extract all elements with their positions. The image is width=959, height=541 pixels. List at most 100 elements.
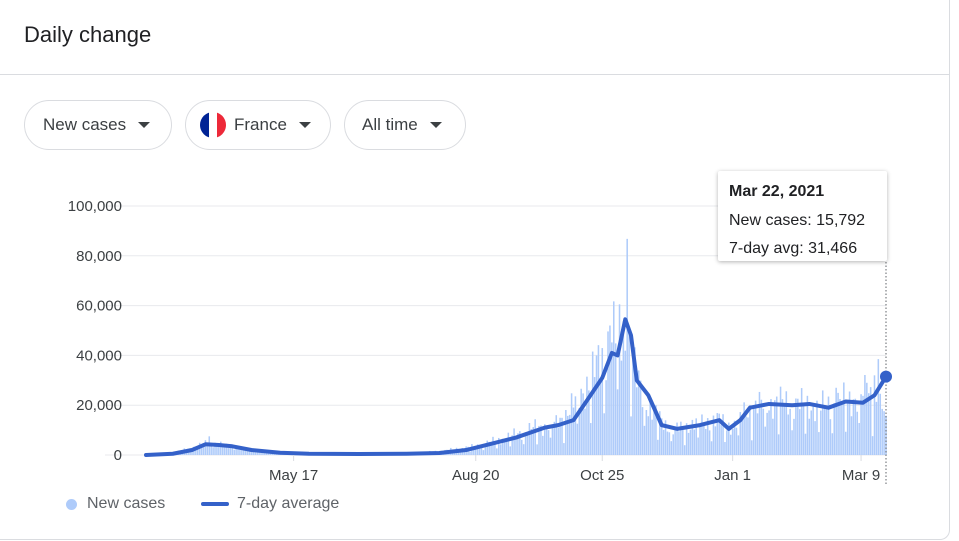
new-cases-bar [632, 360, 634, 455]
country-dropdown[interactable]: France [185, 100, 331, 150]
new-cases-bar [507, 432, 510, 455]
new-cases-bar [611, 342, 613, 455]
new-cases-bar [609, 325, 611, 455]
flag-stripe-red [217, 112, 226, 138]
new-cases-bar [758, 391, 761, 455]
new-cases-bar [241, 446, 243, 455]
new-cases-bar [549, 437, 552, 455]
new-cases-bar [478, 448, 481, 455]
new-cases-bar [463, 449, 466, 455]
new-cases-bar [614, 343, 617, 455]
new-cases-bar [731, 429, 734, 455]
new-cases-bar [680, 421, 682, 455]
new-cases-bar [501, 438, 504, 455]
new-cases-bar [597, 345, 600, 455]
header-divider [0, 74, 950, 75]
new-cases-bar [852, 399, 855, 455]
new-cases-bar [743, 402, 745, 455]
new-cases-bar [877, 359, 880, 455]
new-cases-bar [266, 452, 268, 455]
new-cases-bar [553, 421, 556, 455]
new-cases-bar [871, 436, 874, 455]
new-cases-bar [225, 443, 228, 455]
time-range-dropdown-label: All time [362, 115, 418, 134]
new-cases-bar [660, 418, 663, 455]
new-cases-bar [494, 441, 496, 455]
new-cases-bar [603, 413, 605, 455]
new-cases-bar [710, 441, 713, 455]
new-cases-bar [555, 415, 558, 455]
x-tick-label: Mar 9 [842, 467, 880, 484]
new-cases-bar [551, 425, 554, 455]
new-cases-bar [764, 426, 766, 455]
new-cases-bar [666, 431, 669, 455]
new-cases-bar [820, 410, 822, 455]
new-cases-bar [622, 321, 625, 455]
new-cases-bar [503, 438, 506, 455]
new-cases-bar [705, 428, 707, 455]
new-cases-bar [231, 447, 234, 455]
new-cases-bar [542, 435, 544, 455]
new-cases-bar [664, 420, 667, 455]
new-cases-bar [668, 432, 671, 455]
y-tick-label: 60,000 [76, 298, 122, 315]
new-cases-bar [258, 452, 260, 455]
legend-new-cases: New cases [66, 494, 165, 514]
new-cases-bar [883, 411, 885, 455]
new-cases-bar [243, 449, 245, 455]
new-cases-bar [269, 453, 272, 455]
new-cases-bar [509, 446, 512, 455]
new-cases-bar [524, 432, 527, 455]
new-cases-bar [737, 435, 740, 455]
time-range-dropdown[interactable]: All time [344, 100, 466, 150]
new-cases-bar [568, 414, 571, 455]
new-cases-bar [534, 419, 536, 455]
new-cases-bar [520, 439, 523, 455]
new-cases-bar [800, 388, 803, 455]
new-cases-bar [532, 427, 535, 455]
new-cases-bar [785, 391, 788, 455]
legend-new-cases-label: New cases [87, 495, 166, 512]
new-cases-bar [741, 418, 743, 455]
new-cases-bar [676, 422, 678, 455]
new-cases-bar [683, 445, 686, 455]
new-cases-bar [473, 446, 475, 455]
new-cases-bar [582, 393, 584, 455]
new-cases-bar [250, 450, 253, 455]
metric-dropdown[interactable]: New cases [24, 100, 172, 150]
caret-down-icon [138, 122, 151, 128]
new-cases-bar [237, 448, 239, 455]
new-cases-bar [202, 443, 205, 455]
new-cases-bar [540, 425, 542, 455]
new-cases-bar [649, 401, 651, 455]
france-flag-icon [200, 112, 226, 138]
new-cases-bar [248, 451, 251, 455]
caret-down-icon [429, 122, 442, 128]
new-cases-bar [643, 425, 646, 455]
y-tick-label: 40,000 [76, 347, 122, 364]
new-cases-bar [496, 448, 498, 455]
new-cases-bar [802, 403, 805, 455]
new-cases-bar [866, 382, 868, 455]
new-cases-bar [586, 376, 588, 455]
new-cases-bar [229, 445, 232, 455]
new-cases-bar [561, 417, 563, 455]
new-cases-bar [823, 406, 826, 455]
new-cases-bar [756, 413, 759, 455]
new-cases-bar [728, 422, 730, 455]
new-cases-bar [214, 442, 216, 455]
new-cases-bar [490, 442, 492, 455]
new-cases-bar [515, 436, 517, 455]
new-cases-bar [791, 430, 793, 455]
y-tick-label: 100,000 [68, 198, 122, 215]
new-cases-bar [196, 447, 199, 455]
new-cases-bar [806, 395, 809, 455]
new-cases-bar [777, 434, 780, 455]
average-line [144, 317, 888, 457]
new-cases-bar [528, 422, 531, 455]
new-cases-bar [699, 426, 701, 455]
new-cases-bar [206, 444, 209, 455]
new-cases-bar [718, 413, 720, 455]
x-tick-label: Oct 25 [580, 467, 624, 484]
